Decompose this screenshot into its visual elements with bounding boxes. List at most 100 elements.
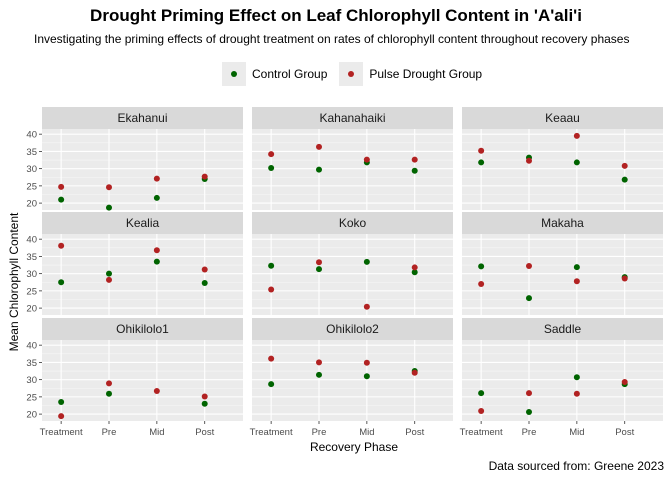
point-pulse-drought-group-ohikilolo1-mid xyxy=(153,388,160,395)
point-pulse-drought-group-makaha-treatment xyxy=(478,280,485,287)
legend-item-pulse-drought: Pulse Drought Group xyxy=(339,62,482,86)
point-pulse-drought-group-keaau-mid xyxy=(573,132,580,139)
point-control-group-kahanahaiki-pre xyxy=(316,166,322,173)
point-pulse-drought-group-saddle-treatment xyxy=(478,408,485,415)
point-pulse-drought-group-kahanahaiki-mid xyxy=(363,156,370,163)
y-tick-label: 20 xyxy=(26,410,37,421)
legend-marker-pulse-drought xyxy=(348,71,355,77)
point-pulse-drought-group-kahanahaiki-post xyxy=(411,156,418,163)
legend-item-control: Control Group xyxy=(222,62,327,86)
point-control-group-keaau-treatment xyxy=(478,159,485,166)
y-tick-label: 40 xyxy=(26,341,37,352)
point-control-group-kealia-post xyxy=(201,279,208,286)
point-control-group-koko-mid xyxy=(363,258,370,265)
point-pulse-drought-group-kealia-pre xyxy=(106,276,112,283)
legend-marker-control xyxy=(231,71,237,77)
point-control-group-makaha-mid xyxy=(573,264,580,271)
point-control-group-ohikilolo1-treatment xyxy=(58,399,65,406)
point-control-group-kahanahaiki-treatment xyxy=(268,164,275,171)
point-pulse-drought-group-kahanahaiki-treatment xyxy=(268,151,275,158)
point-pulse-drought-group-koko-post xyxy=(411,264,418,271)
chart-title: Drought Priming Effect on Leaf Chlorophy… xyxy=(90,6,582,25)
y-tick-label: 35 xyxy=(26,358,37,369)
point-pulse-drought-group-kahanahaiki-pre xyxy=(316,143,322,150)
y-tick-label: 25 xyxy=(26,392,37,403)
point-control-group-ekahanui-treatment xyxy=(58,196,65,203)
x-tick-label: Treatment xyxy=(460,427,503,438)
facet-strip-koko xyxy=(252,212,453,234)
facet-label-kahanahaiki: Kahanahaiki xyxy=(319,111,385,125)
y-tick-label: 40 xyxy=(26,130,37,141)
y-tick-label: 35 xyxy=(26,147,37,158)
x-tick-label: Mid xyxy=(149,427,164,438)
point-pulse-drought-group-ekahanui-post xyxy=(201,173,208,180)
point-control-group-makaha-pre xyxy=(526,295,532,302)
point-pulse-drought-group-keaau-pre xyxy=(526,157,532,164)
y-tick-label: 40 xyxy=(26,235,37,246)
facet-strip-keaau xyxy=(462,107,663,129)
chart-subtitle: Investigating the priming effects of dro… xyxy=(34,32,630,46)
point-control-group-keaau-post xyxy=(621,176,628,183)
point-pulse-drought-group-koko-treatment xyxy=(268,286,275,293)
facet-label-ohikilolo1: Ohikilolo1 xyxy=(116,322,169,336)
x-tick-label: Post xyxy=(615,427,634,438)
x-axis-title: Recovery Phase xyxy=(310,440,398,454)
point-pulse-drought-group-ekahanui-pre xyxy=(106,184,112,191)
point-pulse-drought-group-ohikilolo1-pre xyxy=(106,380,112,387)
x-tick-label: Post xyxy=(195,427,214,438)
facet-panel-keaau xyxy=(462,129,663,210)
point-control-group-saddle-mid xyxy=(573,374,580,381)
facet-label-makaha: Makaha xyxy=(541,216,584,230)
y-tick-label: 30 xyxy=(26,164,37,175)
facet-panel-saddle xyxy=(462,340,663,421)
point-control-group-ekahanui-mid xyxy=(153,194,160,201)
point-control-group-kealia-pre xyxy=(106,270,112,277)
y-tick-label: 20 xyxy=(26,199,37,210)
facet-strip-makaha xyxy=(462,212,663,234)
facet-panel-kealia xyxy=(42,234,243,315)
point-control-group-koko-post xyxy=(411,269,418,276)
facet-label-ekahanui: Ekahanui xyxy=(117,111,167,125)
point-control-group-ohikilolo1-post xyxy=(201,400,208,407)
facet-label-ohikilolo2: Ohikilolo2 xyxy=(326,322,379,336)
point-pulse-drought-group-makaha-post xyxy=(621,275,628,282)
point-control-group-ohikilolo2-mid xyxy=(363,373,370,380)
facet-panel-koko xyxy=(252,234,453,315)
facet-label-saddle: Saddle xyxy=(544,322,582,336)
legend-key-pulse-drought xyxy=(339,62,364,86)
point-control-group-saddle-pre xyxy=(526,409,532,416)
point-pulse-drought-group-saddle-mid xyxy=(573,390,580,397)
chart-caption: Data sourced from: Greene 2023 xyxy=(488,459,664,473)
point-pulse-drought-group-ekahanui-mid xyxy=(153,175,160,182)
facet-strip-kealia xyxy=(42,212,243,234)
point-pulse-drought-group-ohikilolo2-treatment xyxy=(268,355,275,362)
point-control-group-ekahanui-pre xyxy=(106,204,112,211)
x-tick-label: Treatment xyxy=(40,427,83,438)
x-tick-label: Post xyxy=(405,427,424,438)
facet-label-koko: Koko xyxy=(339,216,367,230)
point-control-group-saddle-treatment xyxy=(478,390,485,397)
facet-strip-kahanahaiki xyxy=(252,107,453,129)
point-control-group-ohikilolo2-treatment xyxy=(268,381,275,388)
point-pulse-drought-group-ohikilolo2-mid xyxy=(363,359,370,366)
legend-label-pulse-drought: Pulse Drought Group xyxy=(369,67,483,81)
point-control-group-ohikilolo2-pre xyxy=(316,371,322,378)
point-pulse-drought-group-kealia-treatment xyxy=(58,242,65,249)
facet-panel-ekahanui xyxy=(42,129,243,210)
point-pulse-drought-group-kealia-mid xyxy=(153,247,160,254)
point-control-group-kahanahaiki-post xyxy=(411,167,418,174)
point-pulse-drought-group-makaha-pre xyxy=(526,263,532,270)
point-pulse-drought-group-ohikilolo2-pre xyxy=(316,359,322,366)
point-pulse-drought-group-ohikilolo2-post xyxy=(411,369,418,376)
point-pulse-drought-group-saddle-post xyxy=(621,379,628,386)
x-tick-label: Pre xyxy=(522,427,537,438)
facet-strip-ohikilolo1 xyxy=(42,318,243,340)
facet-strip-saddle xyxy=(462,318,663,340)
x-tick-label: Mid xyxy=(359,427,374,438)
x-tick-label: Treatment xyxy=(250,427,293,438)
point-pulse-drought-group-ohikilolo1-treatment xyxy=(58,413,65,420)
point-control-group-kealia-treatment xyxy=(58,279,65,286)
point-control-group-kealia-mid xyxy=(153,258,160,265)
legend-key-control xyxy=(222,62,246,86)
